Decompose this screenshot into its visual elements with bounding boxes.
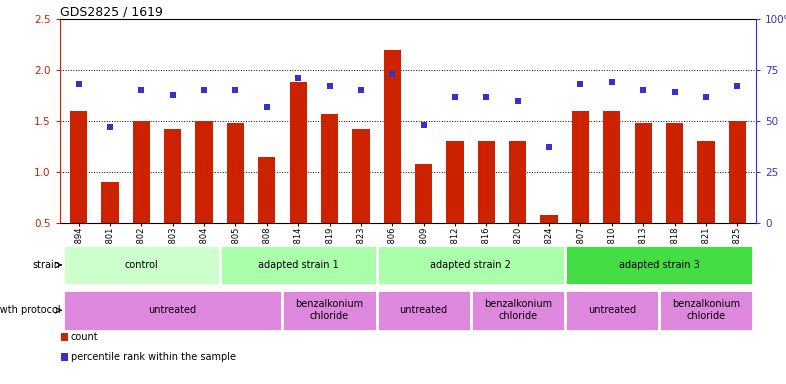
Bar: [321, 114, 338, 273]
Point: [668, 89, 681, 96]
Point: [637, 88, 649, 94]
FancyBboxPatch shape: [565, 245, 753, 285]
Bar: [101, 182, 119, 273]
Text: count: count: [71, 332, 98, 342]
FancyBboxPatch shape: [63, 290, 282, 331]
Text: benzalkonium
chloride: benzalkonium chloride: [672, 300, 740, 321]
Point: [700, 93, 712, 99]
Text: strain: strain: [32, 260, 61, 270]
Bar: [61, 353, 68, 361]
Text: benzalkonium
chloride: benzalkonium chloride: [483, 300, 552, 321]
Bar: [258, 157, 275, 273]
Text: growth protocol: growth protocol: [0, 305, 61, 315]
FancyBboxPatch shape: [471, 290, 565, 331]
FancyBboxPatch shape: [376, 245, 565, 285]
Bar: [541, 215, 558, 273]
FancyBboxPatch shape: [63, 245, 220, 285]
Bar: [289, 82, 307, 273]
Point: [260, 104, 273, 110]
Point: [605, 79, 618, 85]
Point: [417, 122, 430, 128]
Point: [449, 93, 461, 99]
Text: control: control: [124, 260, 158, 270]
Point: [575, 81, 587, 88]
Point: [512, 98, 524, 104]
FancyBboxPatch shape: [376, 290, 471, 331]
Bar: [509, 141, 527, 273]
Point: [104, 124, 116, 130]
Bar: [697, 141, 714, 273]
Bar: [446, 141, 464, 273]
Point: [72, 81, 85, 88]
Bar: [572, 111, 589, 273]
Text: untreated: untreated: [399, 305, 448, 315]
Bar: [227, 123, 244, 273]
Point: [167, 91, 179, 98]
Bar: [729, 121, 746, 273]
Point: [229, 88, 241, 94]
Text: adapted strain 3: adapted strain 3: [619, 260, 700, 270]
FancyBboxPatch shape: [659, 290, 753, 331]
Text: adapted strain 1: adapted strain 1: [258, 260, 339, 270]
Bar: [70, 111, 87, 273]
Text: adapted strain 2: adapted strain 2: [430, 260, 511, 270]
Bar: [634, 123, 652, 273]
Point: [323, 83, 336, 89]
Point: [198, 88, 211, 94]
Bar: [415, 164, 432, 273]
FancyBboxPatch shape: [282, 290, 376, 331]
Text: untreated: untreated: [588, 305, 636, 315]
Bar: [666, 123, 683, 273]
Point: [135, 88, 148, 94]
Point: [354, 88, 367, 94]
Point: [386, 71, 399, 77]
Bar: [196, 121, 213, 273]
Point: [292, 75, 304, 81]
Bar: [61, 333, 68, 341]
Bar: [384, 50, 401, 273]
Point: [480, 93, 493, 99]
Bar: [164, 129, 182, 273]
Bar: [352, 129, 369, 273]
Bar: [478, 141, 495, 273]
Text: benzalkonium
chloride: benzalkonium chloride: [296, 300, 364, 321]
FancyBboxPatch shape: [565, 290, 659, 331]
Point: [543, 144, 556, 151]
Text: percentile rank within the sample: percentile rank within the sample: [71, 352, 236, 362]
Text: GDS2825 / 1619: GDS2825 / 1619: [60, 5, 163, 18]
Bar: [133, 121, 150, 273]
FancyBboxPatch shape: [220, 245, 376, 285]
Point: [731, 83, 744, 89]
Bar: [603, 111, 620, 273]
Text: untreated: untreated: [149, 305, 196, 315]
